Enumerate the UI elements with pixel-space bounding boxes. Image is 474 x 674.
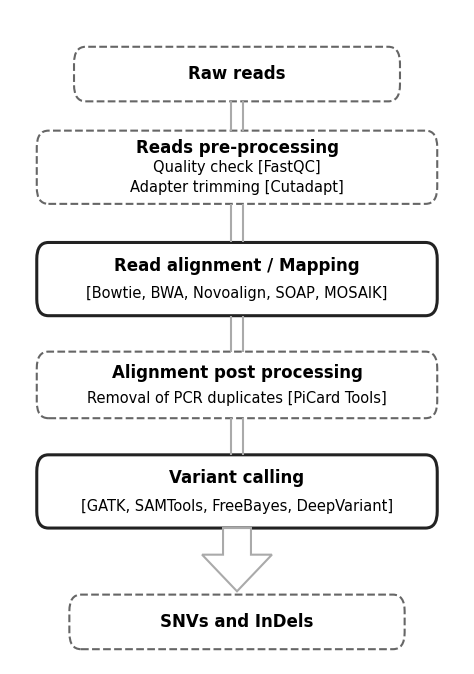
FancyBboxPatch shape bbox=[37, 243, 437, 315]
FancyBboxPatch shape bbox=[37, 131, 437, 204]
Text: [GATK, SAMTools, FreeBayes, DeepVariant]: [GATK, SAMTools, FreeBayes, DeepVariant] bbox=[81, 499, 393, 514]
Text: Variant calling: Variant calling bbox=[169, 469, 305, 487]
FancyBboxPatch shape bbox=[37, 455, 437, 528]
FancyBboxPatch shape bbox=[74, 47, 400, 101]
FancyBboxPatch shape bbox=[69, 594, 405, 649]
Text: SNVs and InDels: SNVs and InDels bbox=[160, 613, 314, 631]
Polygon shape bbox=[202, 528, 272, 591]
Text: [Bowtie, BWA, Novoalign, SOAP, MOSAIK]: [Bowtie, BWA, Novoalign, SOAP, MOSAIK] bbox=[86, 286, 388, 301]
Text: Raw reads: Raw reads bbox=[188, 65, 286, 83]
Text: Removal of PCR duplicates [PiCard Tools]: Removal of PCR duplicates [PiCard Tools] bbox=[87, 391, 387, 406]
FancyBboxPatch shape bbox=[37, 352, 437, 418]
Text: Adapter trimming [Cutadapt]: Adapter trimming [Cutadapt] bbox=[130, 179, 344, 195]
Text: Quality check [FastQC]: Quality check [FastQC] bbox=[153, 160, 321, 175]
Text: Alignment post processing: Alignment post processing bbox=[111, 364, 363, 382]
Text: Reads pre-processing: Reads pre-processing bbox=[136, 140, 338, 157]
Text: Read alignment / Mapping: Read alignment / Mapping bbox=[114, 257, 360, 275]
